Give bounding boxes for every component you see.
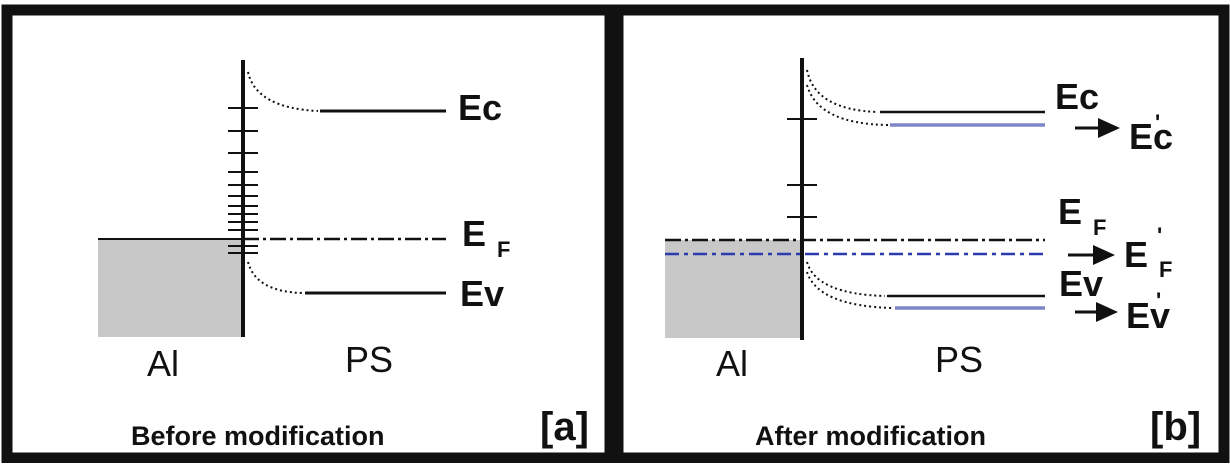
- ev-shift-arrow-icon: [1075, 302, 1118, 322]
- surface-states: [787, 118, 817, 218]
- ec-band-bending: [247, 71, 319, 112]
- metal-fill: [665, 240, 801, 338]
- ev-prime-label: Ev: [1126, 295, 1170, 336]
- ev-prime-band-bending: [806, 271, 894, 309]
- panel-tag-b: [b]: [1150, 405, 1201, 449]
- metal-label: Al: [716, 343, 748, 384]
- caption-before: Before modification: [131, 421, 385, 451]
- ev-label: Ev: [460, 273, 504, 314]
- panel-tag-a: [a]: [540, 405, 589, 449]
- metal-fill: [98, 239, 243, 337]
- ef-label: E: [1058, 191, 1082, 232]
- ef-prime-mark: ': [1157, 223, 1162, 248]
- ev-label: Ev: [1059, 263, 1103, 304]
- ev-prime-mark: ': [1156, 288, 1161, 313]
- ef-label: E: [462, 213, 486, 254]
- ec-label: Ec: [1055, 76, 1099, 117]
- ef-subscript: F: [1093, 215, 1106, 240]
- ec-shift-arrow-icon: [1075, 118, 1120, 138]
- metal-label: Al: [147, 343, 179, 384]
- ec-band-bending: [806, 69, 879, 113]
- surface-states: [228, 107, 258, 254]
- semiconductor-label: PS: [935, 339, 983, 380]
- ef-subscript: F: [497, 237, 510, 262]
- semiconductor-label: PS: [345, 339, 393, 380]
- ef-prime-label: E: [1124, 234, 1148, 275]
- ef-shift-arrow-icon: [1068, 245, 1115, 265]
- panel-before-border: [1, 4, 616, 464]
- ec-prime-mark: ': [1155, 110, 1160, 135]
- ev-band-bending: [806, 261, 886, 297]
- ec-prime-band-bending: [806, 84, 889, 126]
- panel-after-border: [612, 4, 1230, 464]
- ec-label: Ec: [458, 87, 502, 128]
- ef-prime-subscript: F: [1159, 257, 1172, 282]
- ev-band-bending: [247, 261, 304, 294]
- caption-after: After modification: [755, 421, 986, 451]
- panel-after: Ec Ec ' E F E F ' Ev E: [612, 4, 1230, 464]
- ec-prime-label: Ec: [1129, 116, 1173, 157]
- panel-before: Ec E F Ev Al PS Before modification [a]: [1, 4, 616, 464]
